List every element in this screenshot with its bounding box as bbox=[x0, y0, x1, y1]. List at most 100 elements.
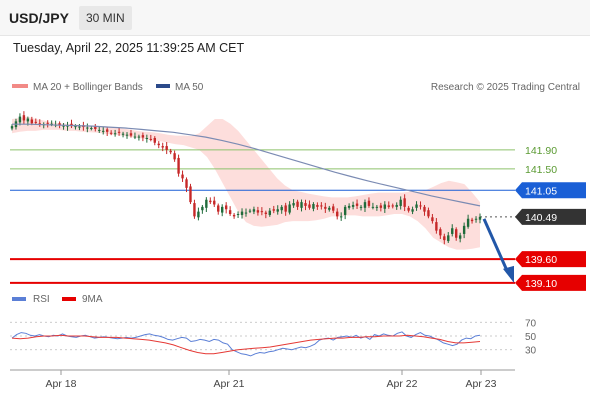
candle-body bbox=[78, 126, 81, 128]
bollinger-band bbox=[12, 116, 480, 250]
forecast-arrow bbox=[482, 218, 510, 274]
candle-body bbox=[98, 129, 101, 131]
candle-body bbox=[474, 218, 478, 220]
candle-body bbox=[359, 206, 363, 208]
candle-body bbox=[328, 207, 331, 210]
candle-body bbox=[252, 209, 256, 212]
candle-body bbox=[228, 210, 232, 214]
x-tick-label: Apr 22 bbox=[387, 378, 418, 390]
candle-body bbox=[149, 138, 153, 140]
candle-body bbox=[300, 202, 303, 208]
candle-body bbox=[478, 216, 482, 220]
candle-body bbox=[50, 123, 53, 125]
candle-body bbox=[90, 128, 93, 130]
rsi-ma-legend-swatch bbox=[62, 297, 76, 301]
candle-body bbox=[30, 119, 34, 124]
candle-body bbox=[193, 203, 196, 217]
candle-body bbox=[419, 205, 422, 207]
candle-body bbox=[145, 138, 149, 139]
x-tick-label: Apr 21 bbox=[214, 378, 245, 390]
candle-body bbox=[74, 126, 77, 128]
candle-body bbox=[367, 200, 371, 206]
candle-body bbox=[141, 135, 145, 138]
candle-body bbox=[117, 131, 121, 133]
candle-body bbox=[379, 205, 383, 208]
candle-body bbox=[102, 130, 105, 132]
ma50-legend-swatch bbox=[156, 84, 170, 88]
candle-body bbox=[125, 134, 129, 136]
candle-body bbox=[38, 123, 41, 125]
level-tag-139.10 bbox=[515, 274, 586, 291]
candle-body bbox=[455, 229, 458, 238]
title-bar: USD/JPY 30 MIN bbox=[0, 0, 590, 36]
candle-body bbox=[177, 157, 180, 174]
candle-body bbox=[292, 203, 295, 206]
candle-body bbox=[205, 199, 208, 208]
candle-body bbox=[439, 229, 442, 236]
candle-body bbox=[121, 133, 125, 135]
candle-body bbox=[280, 206, 283, 211]
candle-body bbox=[466, 218, 470, 227]
candle-body bbox=[363, 202, 367, 208]
ma50-line bbox=[12, 123, 481, 207]
candle-body bbox=[276, 209, 279, 212]
candle-body bbox=[443, 236, 446, 241]
rsi-tick-50: 50 bbox=[525, 332, 537, 343]
candle-body bbox=[181, 174, 184, 179]
credit-label: Research © 2025 Trading Central bbox=[431, 82, 580, 93]
candle-body bbox=[347, 205, 351, 208]
ma20-legend-swatch bbox=[12, 84, 28, 88]
candle-body bbox=[355, 203, 359, 206]
candle-body bbox=[232, 214, 236, 217]
candle-body bbox=[189, 186, 192, 203]
candle-body bbox=[217, 205, 220, 212]
candle-body bbox=[86, 127, 89, 129]
timestamp: Tuesday, April 22, 2025 11:39:25 AM CET bbox=[13, 41, 245, 55]
candle-body bbox=[296, 201, 299, 207]
candle-body bbox=[371, 206, 375, 208]
candle-body bbox=[62, 125, 65, 127]
candle-body bbox=[383, 204, 387, 209]
rsi-ma-line bbox=[11, 334, 481, 355]
candle-body bbox=[451, 228, 454, 234]
level-label-140.49: 140.49 bbox=[525, 212, 557, 224]
forecast-arrow-head bbox=[503, 265, 514, 283]
level-label-141.90: 141.90 bbox=[525, 145, 557, 157]
candle-body bbox=[236, 214, 240, 215]
candle-body bbox=[113, 133, 117, 135]
level-label-139.60: 139.60 bbox=[525, 254, 557, 266]
candle-body bbox=[109, 132, 113, 134]
rsi-tick-30: 30 bbox=[525, 346, 537, 357]
candle-body bbox=[427, 210, 430, 217]
candle-body bbox=[137, 136, 141, 138]
candle-body bbox=[447, 235, 450, 242]
candle-body bbox=[336, 211, 339, 217]
candle-body bbox=[387, 205, 390, 207]
candle-body bbox=[161, 146, 164, 148]
candle-body bbox=[197, 211, 200, 218]
rsi-tick-70: 70 bbox=[525, 318, 537, 329]
candle-body bbox=[415, 204, 418, 208]
candle-body bbox=[256, 210, 260, 213]
candle-body bbox=[133, 136, 137, 138]
candle-body bbox=[248, 210, 252, 212]
candle-body bbox=[46, 122, 49, 124]
x-tick-label: Apr 23 bbox=[466, 378, 497, 390]
candle-body bbox=[260, 211, 264, 213]
candle-body bbox=[129, 133, 133, 136]
candle-body bbox=[462, 225, 466, 234]
candle-body bbox=[153, 138, 156, 143]
candle-body bbox=[105, 129, 109, 132]
rsi-legend-swatch bbox=[12, 297, 26, 301]
timeframe-badge[interactable]: 30 MIN bbox=[79, 6, 132, 30]
candle-body bbox=[10, 126, 14, 129]
candle-body bbox=[351, 204, 355, 207]
ma50-legend-label: MA 50 bbox=[175, 82, 204, 93]
candle-body bbox=[407, 207, 410, 211]
candle-body bbox=[244, 212, 248, 214]
candle-body bbox=[34, 121, 37, 123]
candle-body bbox=[213, 200, 216, 205]
symbol-label: USD/JPY bbox=[9, 10, 69, 26]
level-label-141.50: 141.50 bbox=[525, 164, 557, 176]
